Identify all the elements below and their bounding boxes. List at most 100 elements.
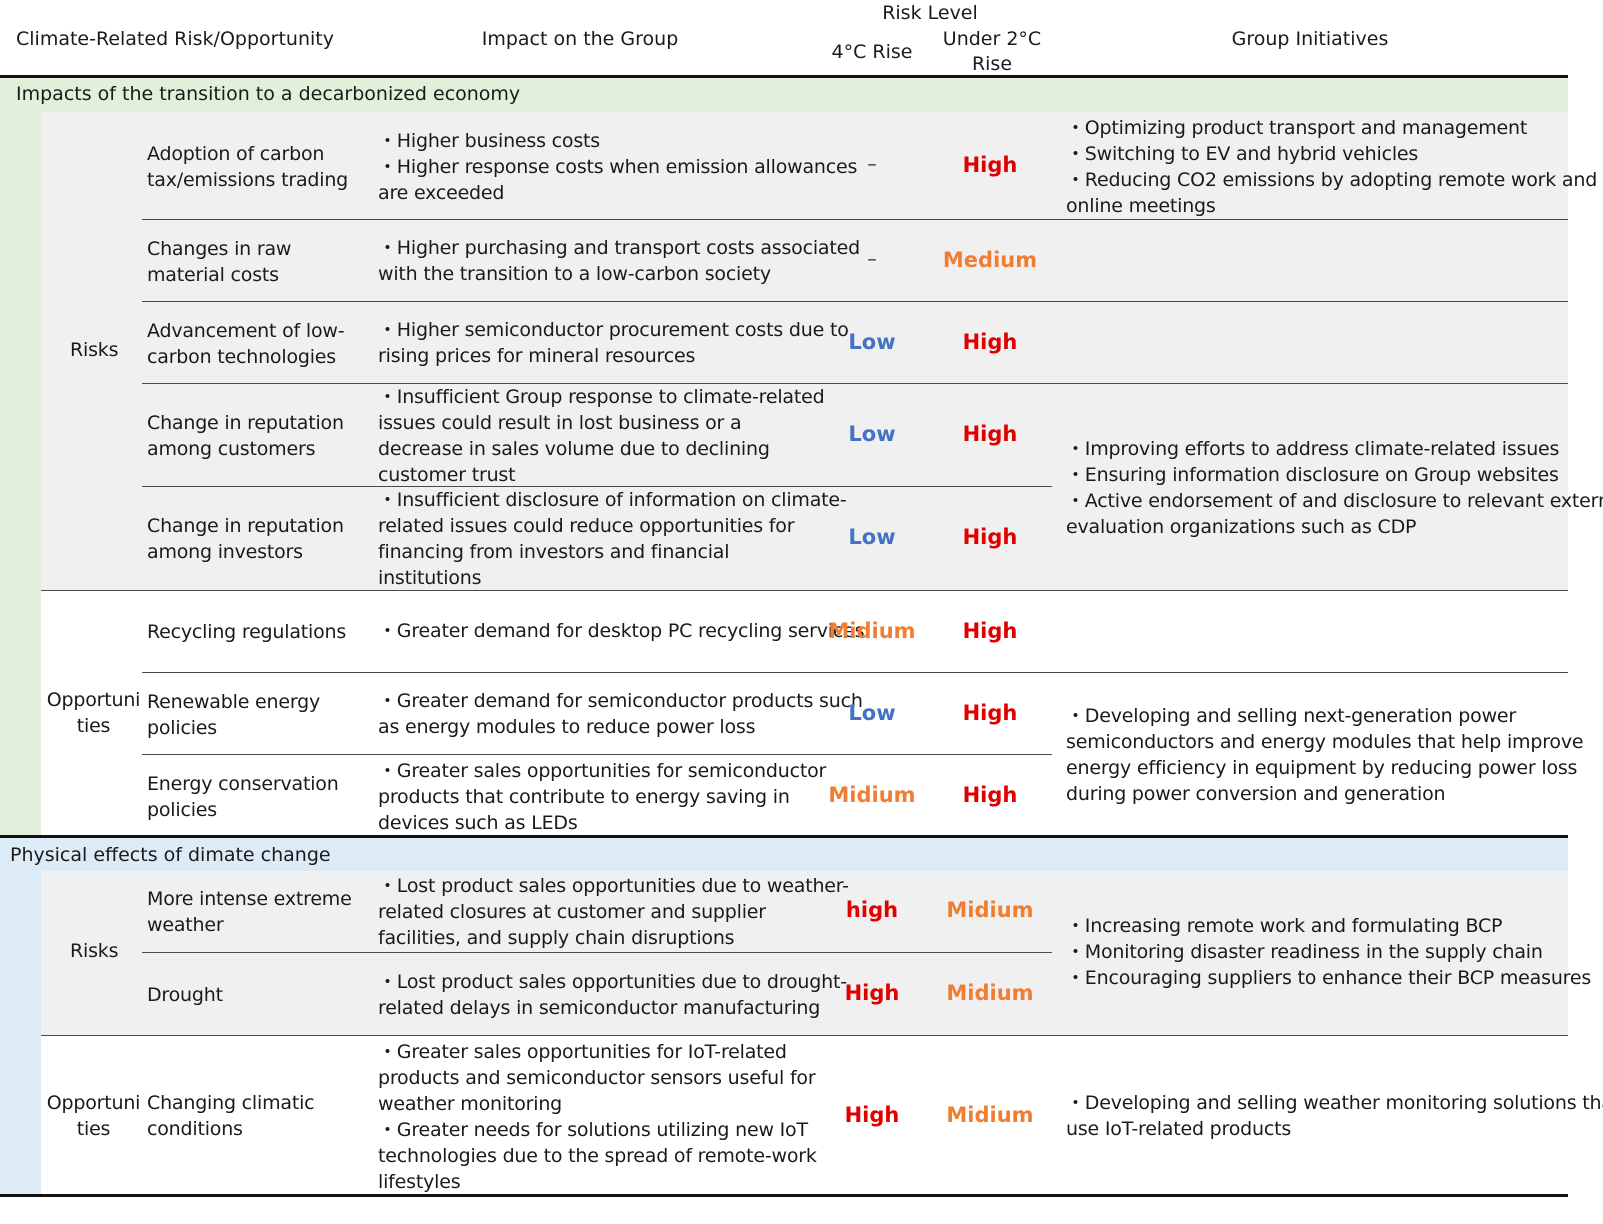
risk-item: More intense extreme weather	[147, 886, 352, 938]
impact-text: ・Insufficient Group response to climate-…	[378, 384, 825, 488]
text-line: products that contribute to energy savin…	[378, 786, 790, 808]
header-initiatives: Group Initiatives	[1231, 28, 1389, 50]
physical-risks-bg	[41, 871, 1568, 1035]
transition-risks-bg	[41, 112, 1568, 590]
row-rule	[142, 219, 1568, 220]
text-line: devices such as LEDs	[378, 812, 578, 834]
level-4c: Low	[848, 422, 896, 446]
physical-left-strip	[0, 871, 41, 1196]
risk-item: Changes in raw material costs	[147, 236, 291, 288]
text-line: ・Developing and selling next-generation …	[1066, 705, 1517, 727]
group-label-risks: Risks	[70, 940, 119, 962]
text-line: with the transition to a low-carbon soci…	[378, 263, 771, 285]
text-line: Changes in raw	[147, 238, 292, 260]
text-line: Advancement of low-	[147, 320, 345, 342]
text-line: ・Lost product sales opportunities due to…	[378, 971, 847, 993]
row-rule	[142, 754, 1052, 755]
level-2c: High	[962, 619, 1018, 643]
row-rule	[142, 952, 1052, 953]
initiatives-text: ・Developing and selling next-generation …	[1066, 703, 1584, 807]
header-under-2c-line1: Under 2°C	[942, 28, 1042, 50]
risk-item: Advancement of low-carbon technologies	[147, 318, 345, 370]
text-line: evaluation organizations such as CDP	[1066, 516, 1417, 538]
initiatives-text: ・Optimizing product transport and manage…	[1066, 115, 1597, 219]
risk-item: Change in reputation among customers	[147, 410, 344, 462]
text-line: semiconductors and energy modules that h…	[1066, 731, 1584, 753]
text-line: Changing climatic	[147, 1092, 315, 1114]
text-line: related delays in semiconductor manufact…	[378, 997, 821, 1019]
group-rule	[41, 590, 1568, 591]
impact-text: ・Greater sales opportunities for semicon…	[378, 758, 826, 836]
text-line: ・Active endorsement of and disclosure to…	[1066, 490, 1603, 512]
text-line: energy efficiency in equipment by reduci…	[1066, 757, 1578, 779]
row-rule	[142, 383, 1568, 384]
text-line: ・Higher semiconductor procurement costs …	[378, 319, 849, 341]
impact-text: ・Greater sales opportunities for IoT-rel…	[378, 1039, 817, 1195]
text-line: ・Lost product sales opportunities due to…	[378, 875, 849, 897]
opportunities-line2: ties	[76, 715, 111, 737]
header-under-2c-line2: Rise	[971, 53, 1013, 75]
header-risk-opportunity: Climate-Related Risk/Opportunity	[16, 28, 334, 50]
text-line: products and semiconductor sensors usefu…	[378, 1067, 816, 1089]
text-line: More intense extreme	[147, 888, 352, 910]
text-line: Renewable energy	[147, 691, 321, 713]
impact-text: ・Higher semiconductor procurement costs …	[378, 317, 849, 369]
text-line: weather	[147, 914, 224, 936]
level-2c: Midium	[946, 898, 1034, 922]
text-line: use IoT-related products	[1066, 1118, 1292, 1140]
level-2c: High	[962, 701, 1018, 725]
level-2c: High	[962, 422, 1018, 446]
group-label-risks: Risks	[70, 339, 119, 361]
impact-text: ・Greater demand for semiconductor produc…	[378, 688, 863, 740]
text-line: related closures at customer and supplie…	[378, 901, 766, 923]
opportunities-line2: ties	[76, 1118, 111, 1140]
header-under-2c: Under 2°C Rise	[932, 27, 1052, 77]
text-line: issues could result in lost business or …	[378, 412, 742, 434]
text-line: are exceeded	[378, 182, 505, 204]
opportunity-item: Recycling regulations	[147, 621, 347, 643]
text-line: Energy conservation	[147, 773, 339, 795]
text-line: online meetings	[1066, 195, 1216, 217]
opportunity-item: Energy conservation policies	[147, 771, 339, 823]
text-line: policies	[147, 717, 217, 739]
section-title-transition: Impacts of the transition to a decarboni…	[16, 83, 521, 105]
level-4c: Midium	[828, 619, 916, 643]
text-line: among customers	[147, 438, 316, 460]
text-line: ・Switching to EV and hybrid vehicles	[1066, 143, 1419, 165]
level-2c: High	[962, 153, 1018, 177]
impact-text: ・Lost product sales opportunities due to…	[378, 969, 847, 1021]
impact-text: ・Lost product sales opportunities due to…	[378, 873, 849, 951]
section-rule	[0, 835, 1568, 838]
transition-band	[0, 78, 1568, 112]
initiatives-text: ・Improving efforts to address climate-re…	[1066, 436, 1603, 540]
text-line: ・Higher business costs	[378, 130, 600, 152]
text-line: ・Insufficient disclosure of information …	[378, 489, 847, 511]
group-label-opportunities: Opportuni ties	[46, 687, 141, 739]
initiatives-text: ・Increasing remote work and formulating …	[1066, 913, 1591, 991]
level-4c: Low	[848, 330, 896, 354]
text-line: ・Greater demand for semiconductor produc…	[378, 690, 863, 712]
text-line: ・Greater needs for solutions utilizing n…	[378, 1119, 808, 1141]
level-4c: High	[844, 1103, 900, 1127]
text-line: financing from investors and financial	[378, 541, 730, 563]
text-line: ・Optimizing product transport and manage…	[1066, 117, 1528, 139]
header-rule	[0, 75, 1568, 78]
text-line: lifestyles	[378, 1171, 461, 1193]
text-line: rising prices for mineral resources	[378, 345, 696, 367]
text-line: ・Higher response costs when emission all…	[378, 156, 858, 178]
text-line: ・Developing and selling weather monitori…	[1066, 1092, 1603, 1114]
risk-item: Adoption of carbon tax/emissions trading	[147, 141, 348, 193]
text-line: ・Greater sales opportunities for IoT-rel…	[378, 1041, 787, 1063]
opportunity-item: Changing climatic conditions	[147, 1090, 315, 1142]
opportunity-item: Renewable energy policies	[147, 689, 320, 741]
text-line: ・Higher purchasing and transport costs a…	[378, 237, 860, 259]
text-line: ・Encouraging suppliers to enhance their …	[1066, 967, 1592, 989]
row-rule	[142, 486, 1052, 487]
level-2c: High	[962, 783, 1018, 807]
transition-left-strip	[0, 112, 41, 835]
text-line: weather monitoring	[378, 1093, 563, 1115]
opportunities-line1: Opportuni	[46, 1092, 141, 1114]
text-line: ・Improving efforts to address climate-re…	[1066, 438, 1560, 460]
text-line: among investors	[147, 541, 303, 563]
group-rule	[41, 1035, 1568, 1036]
